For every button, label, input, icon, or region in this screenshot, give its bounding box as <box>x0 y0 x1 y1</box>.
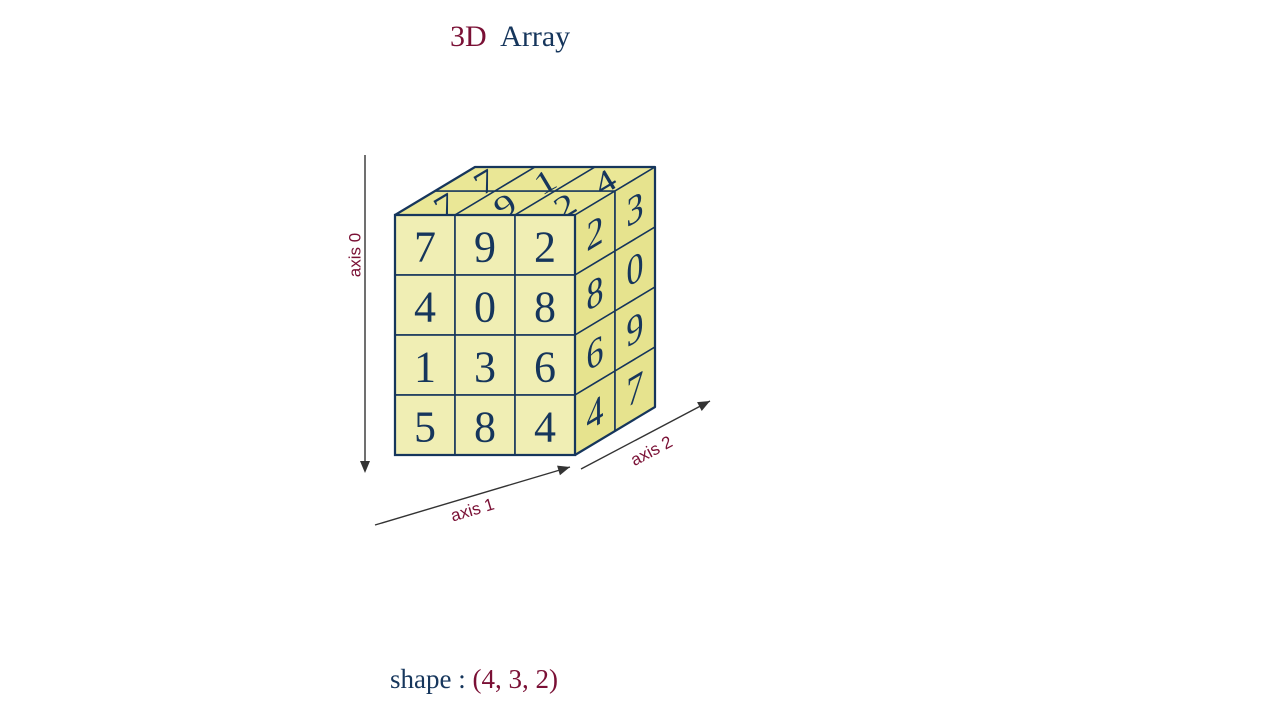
shape-value: (4, 3, 2) <box>472 664 557 694</box>
svg-text:9: 9 <box>474 223 496 272</box>
svg-text:0: 0 <box>474 283 496 332</box>
svg-text:axis 0: axis 0 <box>346 233 365 277</box>
svg-text:6: 6 <box>534 343 556 392</box>
svg-text:8: 8 <box>534 283 556 332</box>
stage: 3D Array 79271423806947792408136584axis … <box>0 0 1280 720</box>
svg-text:2: 2 <box>534 223 556 272</box>
svg-text:1: 1 <box>414 343 436 392</box>
svg-text:axis 1: axis 1 <box>449 495 497 526</box>
shape-label: shape : <box>390 664 472 694</box>
svg-text:8: 8 <box>474 403 496 452</box>
svg-text:7: 7 <box>414 223 436 272</box>
svg-text:4: 4 <box>414 283 436 332</box>
svg-text:axis 2: axis 2 <box>627 432 675 470</box>
svg-text:4: 4 <box>534 403 556 452</box>
svg-text:3: 3 <box>474 343 496 392</box>
shape-caption: shape : (4, 3, 2) <box>390 664 558 695</box>
array-3d-diagram: 79271423806947792408136584axis 0axis 1ax… <box>0 0 1280 720</box>
svg-text:5: 5 <box>414 403 436 452</box>
